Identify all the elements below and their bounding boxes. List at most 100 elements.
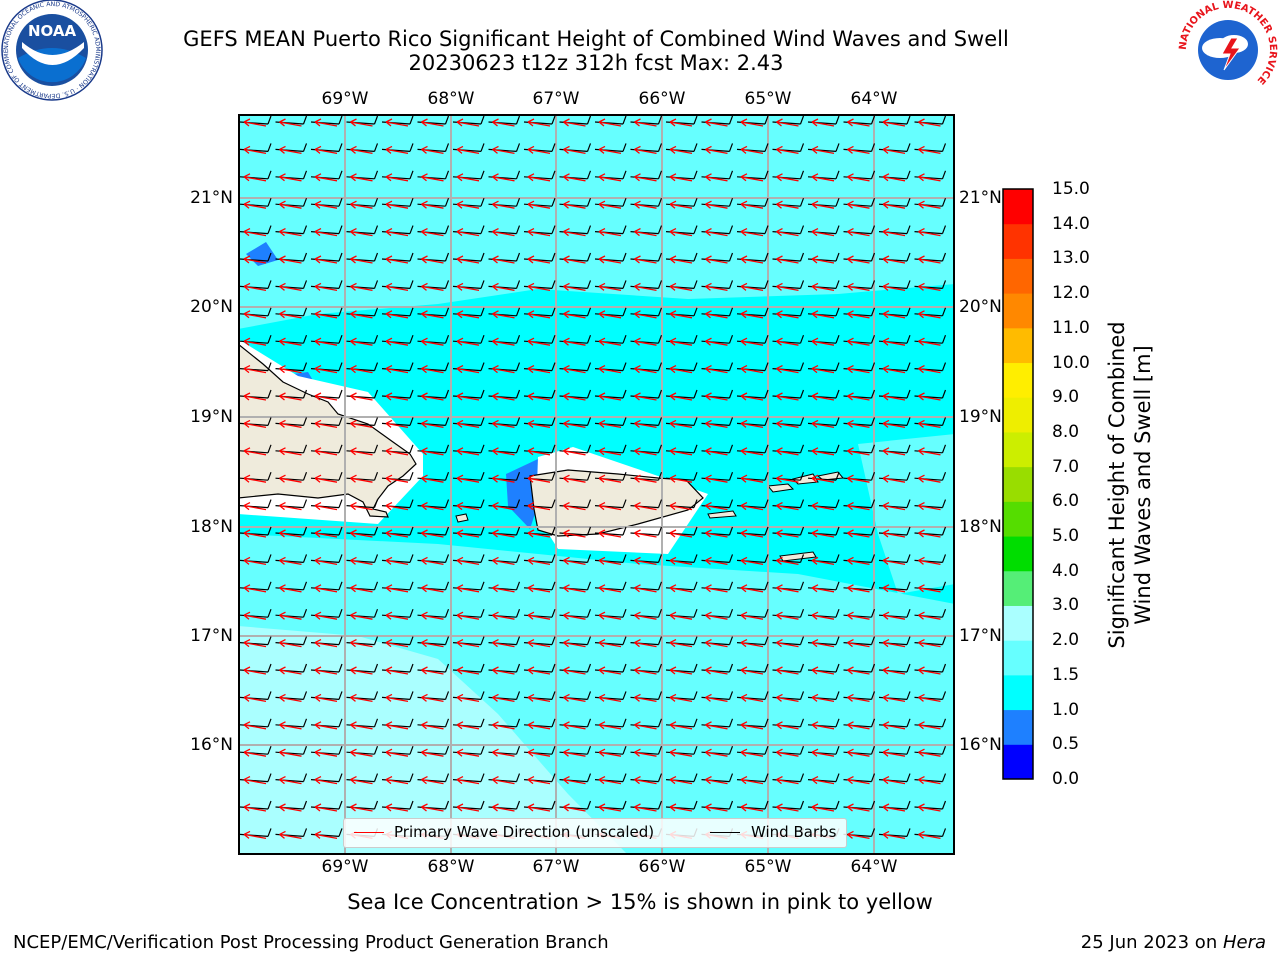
wave-direction-arrow [598, 447, 622, 456]
wave-direction-arrow [918, 255, 941, 264]
wave-direction-arrow [492, 474, 515, 483]
wave-direction-arrow [918, 118, 941, 127]
wave-direction-arrow [314, 474, 338, 483]
wave-direction-arrow [598, 365, 622, 374]
wave-direction-arrow [243, 502, 267, 511]
wave-direction-arrow [563, 255, 586, 264]
wave-direction-arrow [776, 474, 799, 483]
wave-direction-arrow [350, 502, 373, 511]
wave-direction-arrow [811, 145, 835, 155]
wave-direction-arrow [385, 611, 409, 620]
lon-label-64w-bottom: 64°W [850, 857, 898, 877]
wave-height-map[interactable] [238, 114, 955, 855]
wave-direction-arrow [527, 611, 551, 620]
wave-direction-arrow [918, 502, 941, 511]
wave-direction-arrow [918, 584, 941, 593]
wave-direction-arrow [456, 365, 480, 374]
wave-direction-arrow [882, 419, 906, 429]
lon-label-68w-bottom: 68°W [427, 857, 475, 877]
wave-direction-arrow [918, 365, 941, 374]
wave-direction-arrow [705, 748, 728, 757]
wave-direction-arrow [918, 310, 941, 319]
wave-direction-arrow [385, 693, 409, 703]
wave-direction-arrow [350, 776, 373, 785]
wave-direction-arrow [314, 118, 338, 127]
wave-direction-arrow [527, 255, 551, 264]
wave-direction-arrow [918, 748, 941, 757]
wave-direction-arrow [669, 173, 693, 182]
wave-direction-arrow [456, 145, 480, 155]
wave-direction-arrow [421, 556, 444, 566]
wave-direction-arrow [385, 282, 409, 292]
wave-direction-arrow [669, 666, 693, 675]
wave-direction-arrow [350, 693, 373, 703]
wave-direction-arrow [314, 365, 338, 374]
wave-direction-arrow [847, 173, 870, 182]
lon-label-68w-top: 68°W [427, 89, 475, 109]
colorbar-segment [1003, 744, 1033, 780]
wave-direction-arrow [740, 447, 764, 456]
wave-direction-arrow [882, 721, 906, 730]
wave-direction-arrow [527, 447, 551, 456]
wave-direction-arrow [882, 529, 906, 538]
wave-direction-arrow [421, 337, 444, 346]
wave-direction-arrow [705, 556, 728, 566]
wave-direction-arrow [243, 365, 267, 374]
wave-direction-arrow [385, 365, 409, 374]
wave-direction-arrow [385, 419, 409, 429]
wave-direction-arrow [740, 392, 764, 401]
wave-direction-arrow [882, 584, 906, 593]
wave-direction-arrow [563, 200, 586, 209]
wave-direction-arrow [776, 693, 799, 703]
wave-direction-arrow [385, 803, 409, 812]
wave-direction-arrow [456, 228, 480, 237]
wave-direction-arrow [598, 145, 622, 155]
wave-direction-arrow [598, 611, 622, 620]
wave-direction-arrow [598, 556, 622, 566]
wave-direction-arrow [527, 529, 551, 538]
wave-direction-arrow [243, 200, 267, 209]
colorbar-label: Significant Height of Combined Wind Wave… [1104, 321, 1156, 648]
wave-direction-arrow [279, 310, 302, 319]
wave-direction-arrow [882, 392, 906, 401]
wave-direction-arrow [385, 529, 409, 538]
map-legend: Primary Wave Direction (unscaled) Wind B… [343, 818, 847, 848]
wave-direction-arrow [598, 748, 622, 757]
colorbar-tick-label: 4.0 [1052, 560, 1080, 581]
wave-direction-arrow [421, 666, 444, 675]
wave-direction-arrow [314, 255, 338, 264]
wave-direction-arrow [385, 502, 409, 511]
wave-direction-arrow [456, 419, 480, 429]
wave-direction-arrow [456, 556, 480, 566]
wave-direction-arrow [314, 392, 338, 401]
wave-direction-arrow [279, 474, 302, 483]
wave-direction-arrow [740, 365, 764, 374]
wave-direction-arrow [421, 310, 444, 319]
wave-direction-arrow [314, 611, 338, 620]
wave-direction-arrow [314, 447, 338, 456]
wave-direction-arrow [421, 173, 444, 182]
wave-direction-arrow [456, 255, 480, 264]
wave-direction-arrow [243, 310, 267, 319]
wave-direction-arrow [314, 228, 338, 237]
wave-direction-arrow [882, 200, 906, 209]
wave-direction-arrow [847, 392, 870, 401]
wave-direction-arrow [492, 556, 515, 566]
wave-direction-arrow [882, 502, 906, 511]
wave-direction-arrow [847, 255, 870, 264]
wave-direction-arrow [598, 419, 622, 429]
wave-direction-arrow [669, 392, 693, 401]
wave-direction-arrow [598, 666, 622, 675]
wave-direction-arrow [385, 255, 409, 264]
wave-direction-arrow [811, 611, 835, 620]
lat-label-21n-right: 21°N [959, 188, 1002, 208]
wave-direction-arrow [847, 365, 870, 374]
wave-direction-arrow [776, 611, 799, 620]
wave-direction-arrow [492, 255, 515, 264]
wave-direction-arrow [243, 611, 267, 620]
wave-direction-legend-label: Primary Wave Direction (unscaled) [394, 823, 655, 841]
wave-direction-arrow [385, 474, 409, 483]
wave-direction-arrow [811, 502, 835, 511]
wave-direction-arrow [527, 310, 551, 319]
colorbar-label-line-1: Significant Height of Combined [1105, 321, 1129, 649]
